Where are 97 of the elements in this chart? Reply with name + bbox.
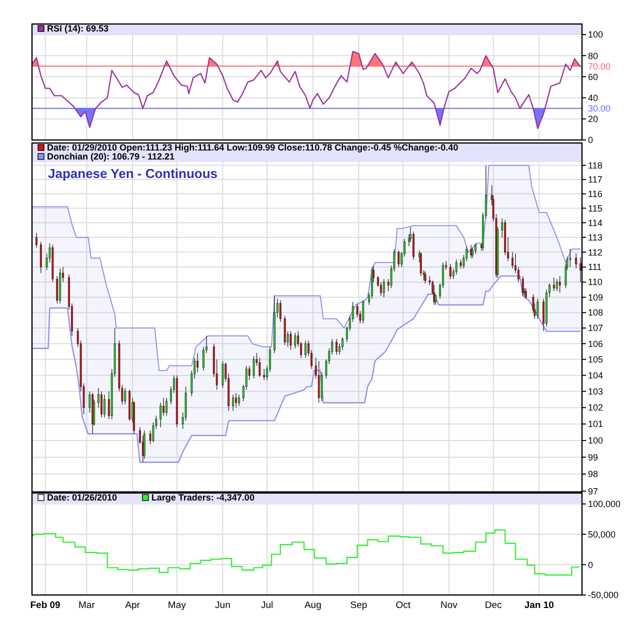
y-tick-label: 100,000 [588, 499, 621, 510]
y-tick-label: -50,000 [588, 590, 619, 600]
candlestick [279, 300, 282, 322]
candlestick [318, 360, 320, 404]
candlestick [162, 397, 165, 416]
y-tick-label: 50,000 [588, 529, 616, 540]
y-tick-label: 80 [588, 50, 598, 61]
candlestick [474, 242, 476, 254]
candlestick [336, 338, 338, 356]
ref-line-label: 70.00 [588, 61, 611, 72]
candlestick [398, 250, 400, 268]
y-tick-label: 104 [588, 370, 604, 380]
y-tick-label: 100 [588, 30, 604, 40]
candlestick [166, 397, 168, 416]
y-tick-label: 114 [588, 218, 602, 228]
x-tick-label: Apr [125, 600, 140, 611]
candlestick [40, 241, 42, 274]
text: Japanese Yen - Continuous [48, 166, 218, 181]
candlestick [35, 232, 38, 248]
candlestick [342, 336, 344, 350]
candlestick [362, 300, 364, 324]
x-tick-label: Oct [396, 600, 411, 611]
ref-line-label: 30.00 [588, 104, 611, 114]
candlestick [160, 402, 162, 428]
candlestick [290, 330, 292, 350]
candlestick [412, 231, 414, 260]
candlestick [580, 257, 582, 283]
legend-label: RSI (14): 69.53 [47, 24, 109, 34]
candlestick [252, 356, 255, 379]
candlestick [232, 394, 234, 412]
y-tick-label: 0 [588, 135, 594, 146]
y-tick-label: 115 [588, 203, 602, 214]
y-tick-label: 0 [588, 560, 594, 570]
x-tick-label: Mar [78, 600, 95, 611]
y-tick-label: 100 [588, 436, 604, 446]
candlestick [536, 298, 539, 320]
candlestick [512, 252, 514, 269]
y-tick-label: 109 [588, 292, 604, 302]
x-tick-label: Jul [261, 600, 274, 611]
legend-label: Donchian (20): 106.79 - 112.21 [47, 152, 175, 162]
y-tick-label: 112 [588, 247, 602, 258]
candlestick [304, 340, 306, 358]
y-tick-label: 118 [588, 160, 602, 171]
legend-label: Date: 01/29/2010 Open:111.23 High:111.64 Low:109.99 Close:110.78 Change:-0.45 %Change:-0.40 [47, 142, 458, 152]
y-tick-label: 105 [588, 354, 604, 365]
y-tick-label: 106 [588, 338, 604, 349]
candlestick [320, 372, 323, 402]
x-tick-label: Feb 09 [30, 600, 60, 611]
line-series [32, 50, 582, 129]
y-tick-label: 98 [588, 469, 598, 480]
candlestick [552, 277, 555, 292]
candlestick [556, 278, 558, 292]
y-tick-label: 116 [588, 188, 602, 199]
y-tick-label: 117 [588, 174, 602, 185]
candlestick [124, 388, 126, 405]
y-tick-label: 103 [588, 386, 604, 397]
y-tick-label: 101 [588, 419, 604, 430]
candlestick [235, 392, 237, 408]
annotation: Date: 01/26/2010 [47, 492, 118, 502]
candlestick [382, 278, 385, 298]
candlestick [558, 276, 561, 294]
candlestick [434, 294, 437, 306]
x-tick-label: May [168, 600, 186, 611]
x-tick-label: Jan 10 [524, 600, 554, 611]
candlestick [263, 368, 266, 381]
candlestick [222, 360, 224, 389]
y-tick-label: 102 [588, 402, 604, 413]
y-tick-label: 108 [588, 308, 604, 318]
legend-label: Large Traders: -4,347.00 [151, 492, 254, 502]
candlestick [284, 315, 286, 346]
y-tick-label: 99 [588, 452, 598, 462]
candlestick [196, 352, 199, 373]
y-tick-label: 97 [588, 486, 598, 496]
candlestick [575, 253, 578, 269]
y-tick-label: 20 [588, 114, 598, 124]
candlestick [294, 332, 296, 349]
candlestick [569, 248, 572, 268]
candlestick [455, 259, 458, 275]
candlestick [472, 247, 474, 258]
y-tick-label: 113 [588, 232, 602, 243]
y-tick-label: 111 [588, 262, 602, 272]
candlestick [56, 276, 58, 304]
x-tick-label: Sep [350, 600, 368, 611]
x-tick-label: Nov [440, 600, 458, 611]
y-tick-label: 107 [588, 323, 604, 334]
candlestick [238, 394, 240, 406]
candlestick [103, 394, 106, 418]
candlestick [258, 357, 261, 378]
x-tick-label: Aug [304, 600, 322, 611]
y-tick-label: 40 [588, 92, 598, 103]
candlestick [100, 390, 102, 418]
x-tick-label: Dec [484, 600, 502, 611]
candlestick [449, 264, 452, 280]
y-tick-label: 60 [588, 72, 598, 82]
x-tick-label: Jun [215, 600, 230, 611]
line-series [32, 164, 582, 372]
y-tick-label: 110 [588, 277, 602, 288]
